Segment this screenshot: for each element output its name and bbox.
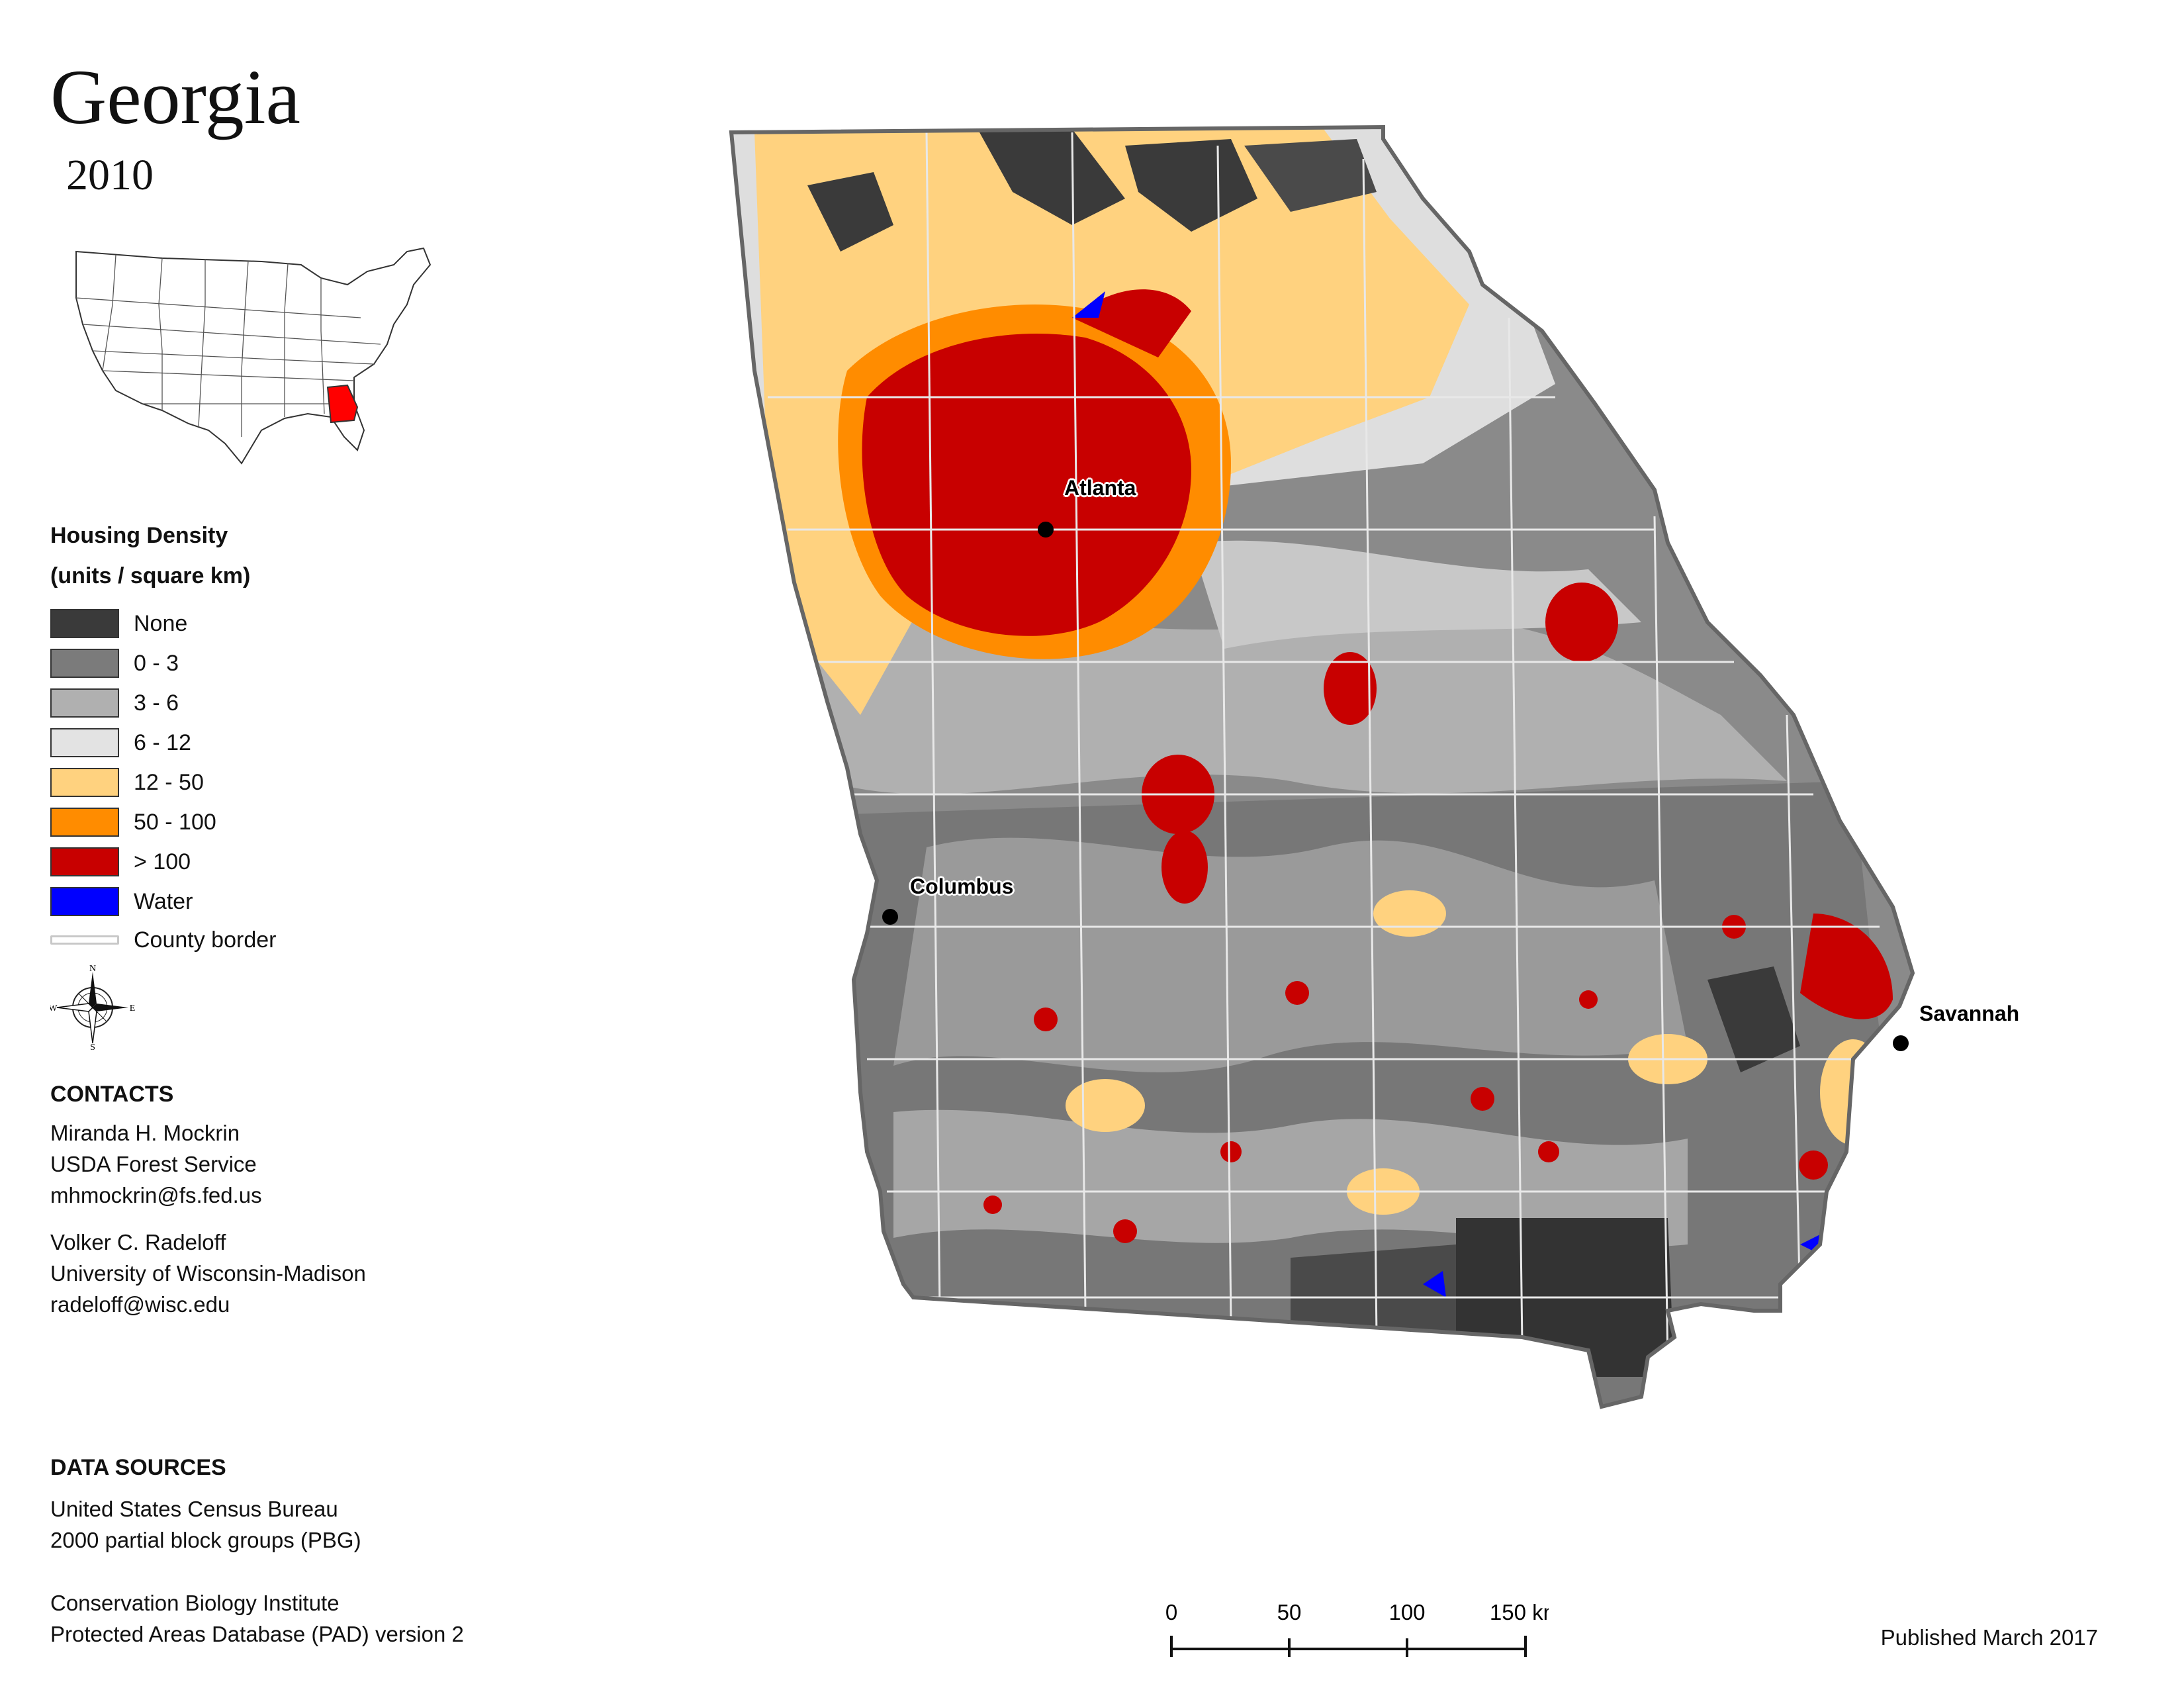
legend-label: Water [134, 889, 193, 914]
legend-item-6-12: 6 - 12 [50, 727, 394, 759]
contact-org: USDA Forest Service [50, 1152, 257, 1176]
source-line: Protected Areas Database (PAD) version 2 [50, 1622, 464, 1646]
city-label-atlanta: Atlanta [1064, 476, 1136, 500]
compass-n: N [89, 965, 96, 974]
map-year: 2010 [66, 151, 154, 199]
georgia-highlight [326, 384, 359, 424]
legend-units: (units / square km) [50, 563, 251, 588]
source-line: Conservation Biology Institute [50, 1591, 340, 1615]
scale-tick-100: 100 [1388, 1600, 1425, 1624]
columbus-marker [882, 909, 898, 925]
legend-swatch [50, 688, 119, 718]
legend-item-3-6: 3 - 6 [50, 687, 394, 719]
legend-label: 0 - 3 [134, 651, 179, 676]
legend-swatch [50, 768, 119, 797]
legend-item-50-100: 50 - 100 [50, 806, 394, 838]
atlanta-marker [1038, 522, 1054, 538]
legend-swatch [50, 808, 119, 837]
source-line: United States Census Bureau [50, 1497, 338, 1521]
data-source-1: United States Census Bureau 2000 partial… [50, 1493, 361, 1556]
compass-rose-icon: N S W E [50, 965, 135, 1050]
contact-name: Volker C. Radeloff [50, 1230, 226, 1254]
legend-item-water: Water [50, 886, 394, 917]
map-title: Georgia [50, 54, 300, 140]
legend-label: > 100 [134, 849, 191, 874]
legend-swatch [50, 609, 119, 638]
city-label-savannah: Savannah [1919, 1002, 2019, 1025]
legend-label: County border [134, 927, 277, 953]
state-shape [731, 127, 1913, 1407]
data-sources-heading: DATA SOURCES [50, 1455, 226, 1480]
state-outline [729, 124, 1915, 1409]
contact-person-2: Volker C. Radeloff University of Wiscons… [50, 1227, 366, 1320]
scale-bar: 0 50 100 150 km [1165, 1600, 1549, 1657]
legend-item-none: None [50, 608, 394, 639]
savannah-marker [1893, 1035, 1909, 1051]
legend-swatch [50, 728, 119, 757]
legend-item-county-border: County border [50, 924, 394, 956]
legend-label: 50 - 100 [134, 810, 216, 835]
legend-item-over-100: > 100 [50, 846, 394, 878]
legend-swatch [50, 887, 119, 916]
county-border-swatch [50, 935, 119, 945]
legend-label: None [134, 611, 188, 636]
legend-title: Housing Density [50, 523, 228, 548]
contact-person-1: Miranda H. Mockrin USDA Forest Service m… [50, 1117, 262, 1211]
legend-item-12-50: 12 - 50 [50, 767, 394, 798]
contact-email: mhmockrin@fs.fed.us [50, 1183, 262, 1207]
compass-s: S [90, 1043, 95, 1050]
data-source-2: Conservation Biology Institute Protected… [50, 1587, 464, 1650]
contacts-heading: CONTACTS [50, 1082, 174, 1107]
legend-swatch [50, 649, 119, 678]
legend-label: 6 - 12 [134, 730, 191, 755]
scale-tick-0: 0 [1165, 1600, 1177, 1624]
published-date: Published March 2017 [1880, 1625, 2098, 1650]
legend-swatch [50, 847, 119, 876]
us-locator-inset [75, 247, 432, 465]
scale-tick-50: 50 [1277, 1600, 1302, 1624]
legend-item-0-3: 0 - 3 [50, 647, 394, 679]
contact-name: Miranda H. Mockrin [50, 1121, 240, 1145]
city-label-columbus: Columbus [910, 874, 1013, 898]
contact-email: radeloff@wisc.edu [50, 1292, 230, 1317]
compass-w: W [50, 1004, 58, 1013]
legend-label: 12 - 50 [134, 770, 204, 795]
legend-label: 3 - 6 [134, 690, 179, 716]
contact-org: University of Wisconsin-Madison [50, 1261, 366, 1286]
scale-tick-150: 150 km [1490, 1600, 1549, 1624]
source-line: 2000 partial block groups (PBG) [50, 1528, 361, 1552]
georgia-housing-density-map: Atlanta Columbus Savannah [729, 124, 2019, 1409]
compass-e: E [130, 1004, 135, 1013]
us-outline [75, 247, 432, 465]
